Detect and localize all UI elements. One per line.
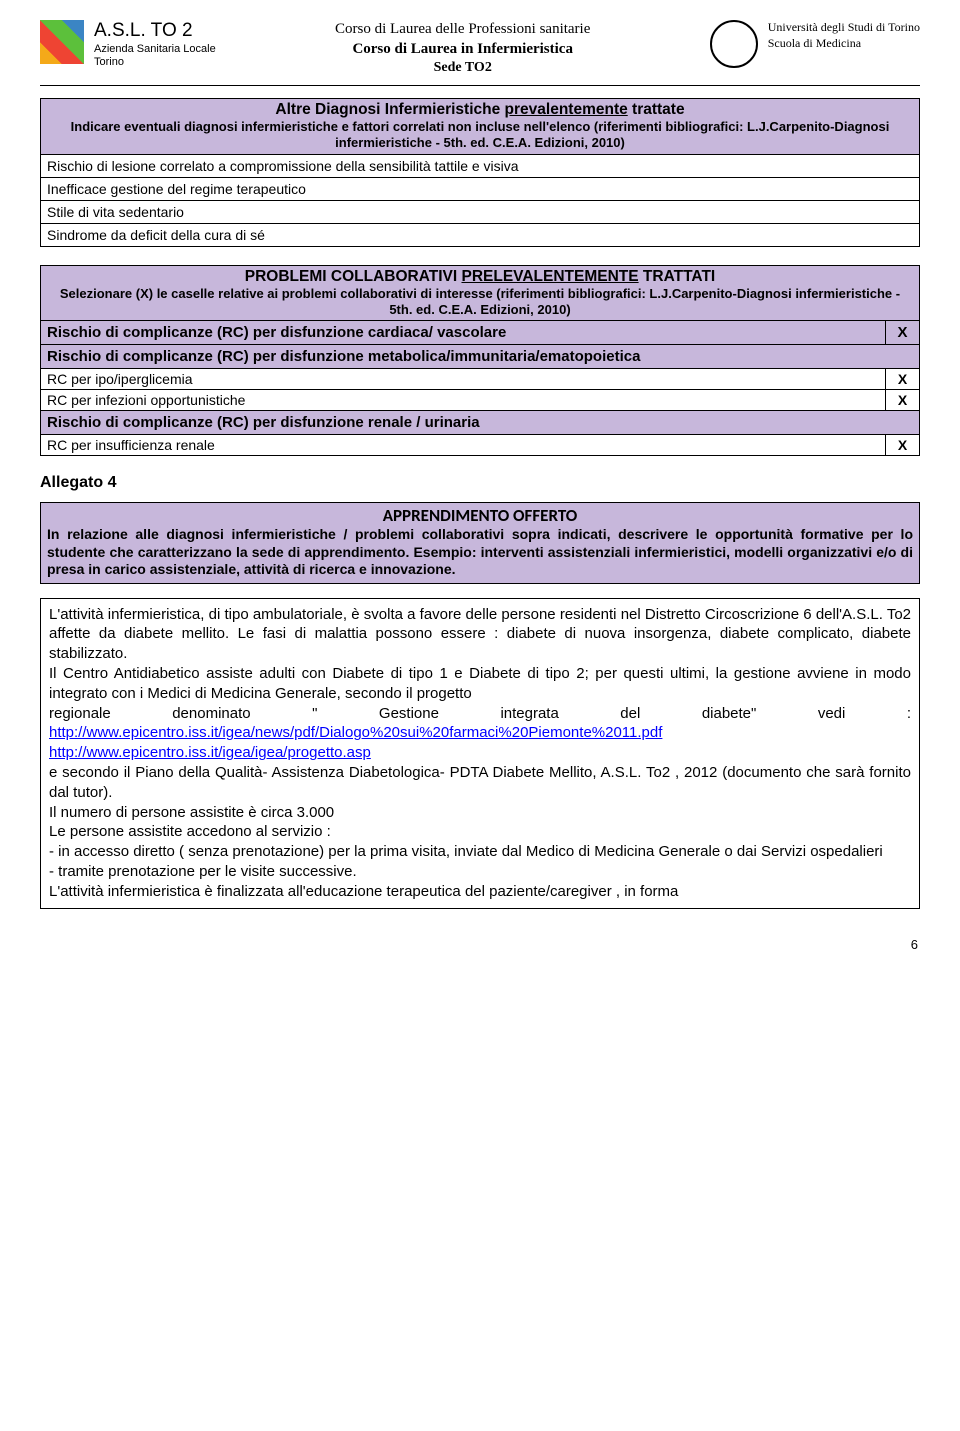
asl-title: A.S.L. TO 2 bbox=[94, 20, 216, 43]
uni-line-1: Università degli Studi di Torino bbox=[768, 20, 920, 36]
main-text-box: L'attività infermieristica, di tipo ambu… bbox=[40, 598, 920, 909]
main-link-1[interactable]: http://www.epicentro.iss.it/igea/news/pd… bbox=[49, 724, 662, 741]
course-line-3: Sede TO2 bbox=[335, 59, 590, 77]
problemi-category-row: Rischio di complicanze (RC) per disfunzi… bbox=[41, 411, 920, 435]
main-p2b-w1: regionale bbox=[49, 705, 111, 722]
main-p5: Le persone assistite accedono al servizi… bbox=[49, 822, 911, 842]
apprendimento-title: APPRENDIMENTO OFFERTO bbox=[47, 505, 913, 526]
problemi-title-pre: PROBLEMI COLLABORATIVI bbox=[245, 268, 462, 285]
main-p4: Il numero di persone assistite è circa 3… bbox=[49, 803, 911, 823]
main-p2b-w4: Gestione bbox=[379, 705, 439, 722]
diagnosi-subtitle: Indicare eventuali diagnosi infermierist… bbox=[47, 119, 913, 152]
diagnosi-box-header: Altre Diagnosi Infermieristiche prevalen… bbox=[41, 99, 919, 154]
problemi-item-x: X bbox=[886, 435, 920, 456]
course-line-1: Corso di Laurea delle Professioni sanita… bbox=[335, 20, 590, 40]
uni-line-2: Scuola di Medicina bbox=[768, 36, 920, 52]
university-text: Università degli Studi di Torino Scuola … bbox=[768, 20, 920, 51]
problemi-category-row: Rischio di complicanze (RC) per disfunzi… bbox=[41, 321, 920, 345]
problemi-cat1-label: Rischio di complicanze (RC) per disfunzi… bbox=[41, 321, 886, 345]
asl-subtitle-2: Torino bbox=[94, 56, 216, 69]
problemi-title: PROBLEMI COLLABORATIVI PRELEVALENTEMENTE… bbox=[47, 268, 913, 286]
main-p2b-w6: del bbox=[620, 705, 640, 722]
diagnosi-title-underline: prevalentemente bbox=[505, 101, 628, 118]
main-p3: e secondo il Piano della Qualità- Assist… bbox=[49, 763, 911, 803]
problemi-item-row: RC per ipo/iperglicemia X bbox=[41, 369, 920, 390]
allegato-heading: Allegato 4 bbox=[40, 474, 920, 492]
problemi-item-x: X bbox=[886, 369, 920, 390]
university-seal-icon bbox=[710, 20, 758, 68]
problemi-item-row: RC per infezioni opportunistiche X bbox=[41, 390, 920, 411]
main-p2b-w2: denominato bbox=[172, 705, 250, 722]
asl-subtitle-1: Azienda Sanitaria Locale bbox=[94, 43, 216, 56]
header-left: A.S.L. TO 2 Azienda Sanitaria Locale Tor… bbox=[40, 20, 216, 69]
main-p2b-w8: vedi bbox=[818, 705, 846, 722]
apprendimento-body: In relazione alle diagnosi infermieristi… bbox=[47, 526, 913, 579]
main-p7: - tramite prenotazione per le visite suc… bbox=[49, 862, 911, 882]
main-p2: Il Centro Antidiabetico assiste adulti c… bbox=[49, 664, 911, 704]
diagnosi-row: Sindrome da deficit della cura di sé bbox=[41, 223, 919, 246]
diagnosi-row: Rischio di lesione correlato a compromis… bbox=[41, 154, 919, 177]
page-number: 6 bbox=[40, 937, 920, 952]
problemi-item-label: RC per ipo/iperglicemia bbox=[41, 369, 886, 390]
problemi-cat1-x: X bbox=[886, 321, 920, 345]
header-right: Università degli Studi di Torino Scuola … bbox=[710, 20, 920, 68]
problemi-item-row: RC per insufficienza renale X bbox=[41, 435, 920, 456]
diagnosi-row: Inefficace gestione del regime terapeuti… bbox=[41, 177, 919, 200]
main-p8: L'attività infermieristica è finalizzata… bbox=[49, 882, 911, 902]
problemi-table: PROBLEMI COLLABORATIVI PRELEVALENTEMENTE… bbox=[40, 265, 920, 457]
apprendimento-box: APPRENDIMENTO OFFERTO In relazione alle … bbox=[40, 502, 920, 584]
main-link-2[interactable]: http://www.epicentro.iss.it/igea/igea/pr… bbox=[49, 744, 371, 761]
main-p2b-w7: diabete" bbox=[702, 705, 757, 722]
problemi-header: PROBLEMI COLLABORATIVI PRELEVALENTEMENTE… bbox=[41, 265, 920, 321]
header-center: Corso di Laurea delle Professioni sanita… bbox=[335, 20, 590, 77]
main-p6: - in accesso diretto ( senza prenotazion… bbox=[49, 842, 911, 862]
page-header: A.S.L. TO 2 Azienda Sanitaria Locale Tor… bbox=[40, 20, 920, 86]
diagnosi-box: Altre Diagnosi Infermieristiche prevalen… bbox=[40, 98, 920, 247]
course-line-2: Corso di Laurea in Infermieristica bbox=[335, 40, 590, 60]
main-p2b: regionale denominato " Gestione integrat… bbox=[49, 704, 911, 724]
problemi-item-label: RC per insufficienza renale bbox=[41, 435, 886, 456]
problemi-item-label: RC per infezioni opportunistiche bbox=[41, 390, 886, 411]
problemi-title-post: TRATTATI bbox=[639, 268, 716, 285]
diagnosi-title-post: trattate bbox=[628, 101, 685, 118]
asl-text-block: A.S.L. TO 2 Azienda Sanitaria Locale Tor… bbox=[94, 20, 216, 69]
problemi-cat2-label: Rischio di complicanze (RC) per disfunzi… bbox=[41, 345, 920, 369]
main-p1: L'attività infermieristica, di tipo ambu… bbox=[49, 605, 911, 664]
main-p2b-w9: : bbox=[907, 705, 911, 722]
diagnosi-row: Stile di vita sedentario bbox=[41, 200, 919, 223]
problemi-item-x: X bbox=[886, 390, 920, 411]
problemi-cat3-label: Rischio di complicanze (RC) per disfunzi… bbox=[41, 411, 920, 435]
main-p2b-w5: integrata bbox=[500, 705, 558, 722]
diagnosi-title-pre: Altre Diagnosi Infermieristiche bbox=[275, 101, 504, 118]
asl-logo-icon bbox=[40, 20, 84, 64]
problemi-subtitle: Selezionare (X) le caselle relative ai p… bbox=[47, 286, 913, 319]
problemi-title-underline: PRELEVALENTEMENTE bbox=[461, 268, 638, 285]
main-p2b-w3: " bbox=[312, 705, 317, 722]
diagnosi-title: Altre Diagnosi Infermieristiche prevalen… bbox=[47, 101, 913, 119]
problemi-category-row: Rischio di complicanze (RC) per disfunzi… bbox=[41, 345, 920, 369]
